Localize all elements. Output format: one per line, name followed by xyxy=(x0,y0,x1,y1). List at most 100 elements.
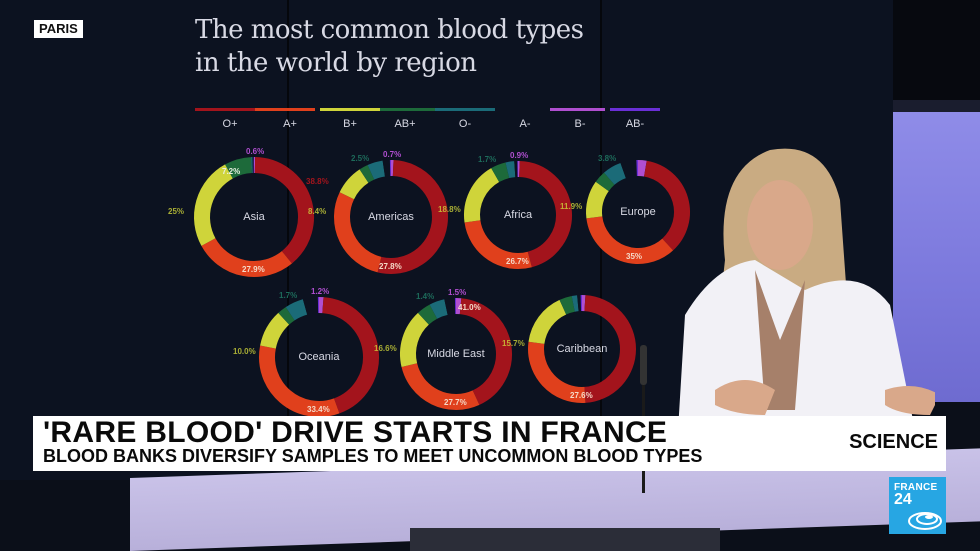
region-label: Caribbean xyxy=(556,343,608,355)
panel-frame xyxy=(893,100,980,112)
donut-middle-east: Middle East 27.7% 16.6% 41.0% 1.5% 1.4% xyxy=(374,288,512,410)
pct-label-ab-plus: 1.4% xyxy=(416,292,435,301)
pct-label-b-plus: 16.6% xyxy=(374,344,397,353)
donut-segment-A+ xyxy=(464,219,532,269)
region-label: Oceania xyxy=(298,351,340,363)
chart-title: The most common blood types in the world… xyxy=(195,14,584,80)
region-label: Europe xyxy=(620,206,656,218)
pct-label-a-plus: 27.6% xyxy=(570,391,593,400)
pct-label-b-plus: 8.4% xyxy=(308,207,327,216)
donut-segment-A+ xyxy=(401,362,480,410)
pct-label-o-plus: 38.8% xyxy=(306,177,329,186)
donut-segment-O+ xyxy=(518,161,572,268)
section-tag: SCIENCE xyxy=(849,431,938,453)
donut-segment-O- xyxy=(429,299,448,319)
screen-seam xyxy=(287,0,289,470)
donut-segment-B+ xyxy=(400,312,430,368)
pct-label-a-plus: 27.8% xyxy=(379,262,402,271)
donut-segment-O- xyxy=(505,161,516,179)
donut-segment-O+ xyxy=(254,157,314,264)
region-label: Middle East xyxy=(427,348,485,360)
donut-segment-A- xyxy=(302,297,319,315)
region-label: Africa xyxy=(503,209,533,221)
title-line-2: in the world by region xyxy=(195,48,477,78)
pct-label-b-plus: 10.0% xyxy=(233,347,256,356)
donut-segment-B+ xyxy=(194,164,234,246)
pct-label-o-plus: 41.0% xyxy=(458,303,481,312)
donut-segment-B- xyxy=(637,160,647,177)
pct-label-a-plus: 27.9% xyxy=(242,265,265,274)
donut-segment-AB+ xyxy=(417,304,438,325)
donut-segment-AB+ xyxy=(278,307,295,325)
pct-label-ab-plus: 1.7% xyxy=(478,155,497,164)
pct-label-b-plus: 11.9% xyxy=(560,202,583,211)
pct-label-b-plus: 25% xyxy=(168,207,185,216)
donut-segment-O+ xyxy=(322,297,379,414)
legend-swatch xyxy=(380,108,435,111)
donut-asia: Asia 27.9% 25% 38.8% 0.6% 7.2% xyxy=(168,147,329,277)
legend-swatch xyxy=(550,108,605,111)
region-label: Americas xyxy=(368,211,414,223)
pct-label-b-plus: 18.8% xyxy=(438,205,461,214)
donut-segment-A- xyxy=(444,298,456,315)
legend-label: B+ xyxy=(343,118,357,130)
legend-swatch xyxy=(435,108,495,111)
donut-segment-A+ xyxy=(528,341,586,403)
donut-segment-O- xyxy=(603,163,627,185)
donut-segment-O+ xyxy=(377,160,448,274)
donut-oceania: Oceania 33.4% 10.0% 1.2% 1.7% xyxy=(233,287,379,417)
pct-label-a-plus: 35% xyxy=(626,252,643,261)
logo-text: FRANCE xyxy=(894,482,938,493)
pct-label-ab-plus: 3.8% xyxy=(598,154,617,163)
donut-americas: Americas 27.8% 8.4% 0.7% 2.5% xyxy=(308,150,448,274)
location-tag: PARIS xyxy=(34,20,83,38)
pct-label-ab-plus: 1.7% xyxy=(279,291,298,300)
logo-waves-icon xyxy=(908,512,942,530)
legend-label: O+ xyxy=(222,118,238,130)
legend-label: B- xyxy=(574,118,586,130)
donut-africa: Africa 26.7% 18.8% 0.9% 1.7% xyxy=(438,151,572,269)
pct-label-ab-plus: 2.5% xyxy=(351,154,370,163)
legend-label: O- xyxy=(458,118,472,130)
donut-segment-B+ xyxy=(339,169,369,200)
donut-segment-AB+ xyxy=(559,295,575,315)
donut-segment-A+ xyxy=(259,345,340,417)
donut-segment-AB+ xyxy=(225,157,253,179)
donut-segment-O+ xyxy=(584,295,636,403)
legend-swatch xyxy=(320,108,380,111)
donut-segment-O+ xyxy=(643,160,690,251)
subheadline: BLOOD BANKS DIVERSIFY SAMPLES TO MEET UN… xyxy=(43,446,703,466)
pct-label-a-minus: 1.5% xyxy=(448,288,467,297)
legend-label: AB+ xyxy=(394,118,416,130)
legend-swatch xyxy=(610,108,660,111)
donut-segment-B+ xyxy=(586,181,609,219)
donut-segment-A+ xyxy=(586,216,674,264)
donut-segment-O+ xyxy=(459,298,512,405)
donut-segment-A+ xyxy=(201,237,292,277)
lower-third-banner: 'RARE BLOOD' DRIVE STARTS IN FRANCE BLOO… xyxy=(33,416,946,471)
legend-label: A- xyxy=(519,118,531,130)
pct-label-a-minus: 0.6% xyxy=(246,147,265,156)
chart-legend: O+ A+ B+ AB+ O- A- B- AB- xyxy=(195,108,665,138)
headline: 'RARE BLOOD' DRIVE STARTS IN FRANCE xyxy=(43,416,668,449)
pct-label-ab-plus: 7.2% xyxy=(222,167,241,176)
desk-screen xyxy=(410,528,720,551)
donut-segment-B+ xyxy=(260,312,290,349)
donut-segment-AB+ xyxy=(359,165,375,183)
pct-label-a-minus: 0.7% xyxy=(383,150,402,159)
donut-segment-O- xyxy=(285,299,308,321)
donut-europe: Europe 35% 11.9% 3.8% xyxy=(560,154,690,264)
pct-label-a-minus: 0.9% xyxy=(510,151,529,160)
donut-segment-B+ xyxy=(464,168,500,223)
france24-logo: FRANCE 24 xyxy=(889,477,946,534)
pct-label-a-plus: 26.7% xyxy=(506,257,529,266)
title-line-1: The most common blood types xyxy=(195,15,584,45)
purple-backdrop-panel xyxy=(893,112,980,402)
logo-number: 24 xyxy=(894,491,912,508)
donut-caribbean: Caribbean 27.6% 15.7% xyxy=(502,295,636,403)
region-label: Asia xyxy=(243,211,265,223)
legend-label: A+ xyxy=(283,118,297,130)
legend-swatch xyxy=(195,108,255,111)
pct-label-a-plus: 27.7% xyxy=(444,398,467,407)
donut-segment-AB+ xyxy=(491,162,510,183)
